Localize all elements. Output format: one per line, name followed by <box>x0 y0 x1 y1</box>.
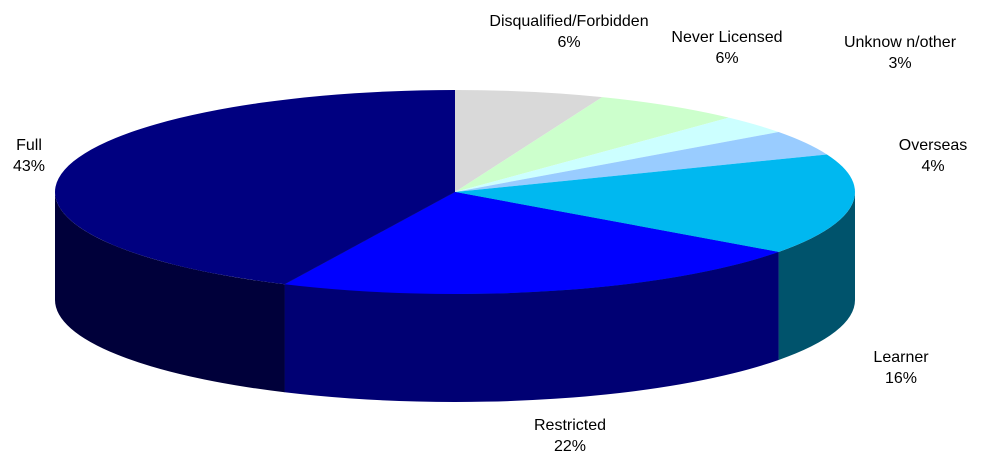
slice-label-disqualified-forbidden: Disqualified/Forbidden 6% <box>489 13 648 51</box>
slice-label-value: 4% <box>921 158 944 175</box>
slice-label-learner: Learner 16% <box>873 349 929 387</box>
slice-label-name: Full <box>16 137 42 154</box>
slice-label-full: Full 43% <box>13 137 45 175</box>
slice-never-licensed <box>455 97 729 192</box>
slice-label-value: 6% <box>715 50 738 67</box>
slice-label-name: Overseas <box>899 137 967 154</box>
slice-side-full <box>55 192 285 393</box>
slice-label-value: 43% <box>13 158 45 175</box>
slice-label-name: Disqualified/Forbidden <box>489 13 648 30</box>
slice-label-never-licensed: Never Licensed 6% <box>671 29 782 67</box>
slice-label-name: Unknow n/other <box>844 34 957 51</box>
slice-side-restricted <box>284 251 779 402</box>
slice-label-value: 3% <box>888 55 911 72</box>
slice-learner <box>455 154 855 252</box>
pie-tops <box>54 90 855 294</box>
slice-restricted <box>284 192 779 294</box>
slice-label-overseas: Overseas 4% <box>899 137 967 175</box>
slice-label-value: 6% <box>557 34 580 51</box>
slice-label-value: 16% <box>885 370 917 387</box>
slice-disqualified-forbidden <box>455 90 603 192</box>
slice-side-learner <box>778 192 855 360</box>
slice-full <box>54 90 455 285</box>
slice-unknow-n-other <box>455 117 779 192</box>
slice-label-unknow-n-other: Unknow n/other 3% <box>844 34 957 72</box>
slice-label-name: Restricted <box>534 417 606 434</box>
slice-label-name: Never Licensed <box>671 29 782 46</box>
slice-label-name: Learner <box>873 349 929 366</box>
slice-overseas <box>455 132 827 192</box>
pie-labels: Disqualified/Forbidden 6% Never Licensed 6%… <box>13 13 967 455</box>
slice-label-value: 22% <box>554 438 586 455</box>
slice-label-restricted: Restricted 22% <box>534 417 606 455</box>
